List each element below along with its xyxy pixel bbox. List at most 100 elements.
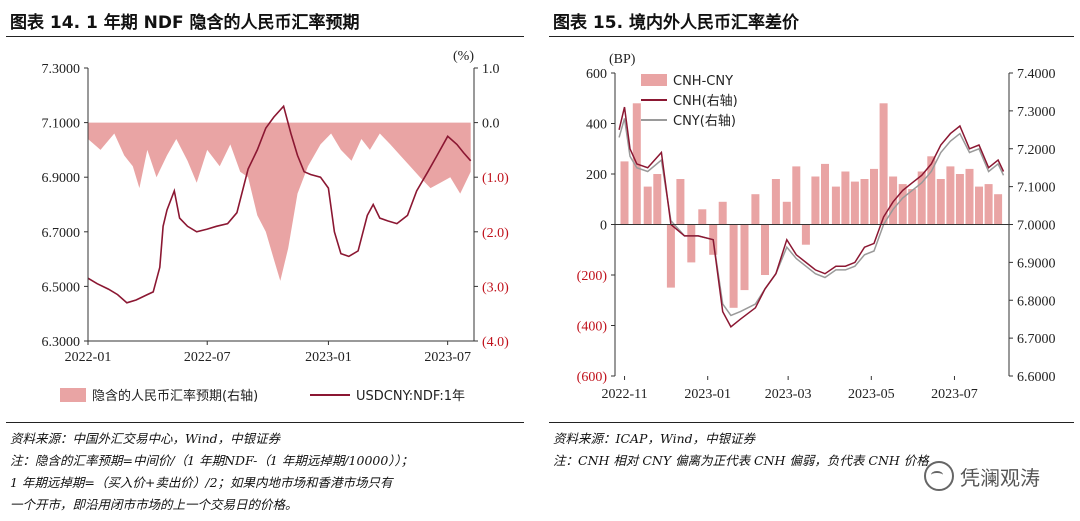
cnh-cny-bar	[994, 194, 1003, 225]
left-note-line-3: 一个开市，即沿用闭市市场的上一个交易日的价格。	[10, 497, 298, 512]
cnh-cny-bar	[927, 156, 936, 225]
cnh-cny-bar	[801, 224, 810, 245]
y-right-tick-label: (4.0)	[482, 335, 509, 350]
legend-swatch-cnh-cny	[641, 74, 667, 86]
y-left-tick-label: (400)	[577, 320, 608, 335]
cnh-line	[618, 106, 1005, 328]
cnh-cny-bar	[620, 161, 629, 225]
right-chart-title: 图表 15. 境内外人民币汇率差价	[553, 13, 799, 33]
y-right-tick-label: 7.3000	[1017, 105, 1056, 120]
legend-swatch-area	[60, 388, 86, 402]
right-axis-unit: (%)	[453, 49, 474, 64]
y-left-tick-label: 400	[586, 118, 607, 133]
cnh-cny-bar	[687, 224, 696, 263]
x-tick-label: 2023-07	[424, 350, 471, 365]
x-tick-label: 2022-11	[601, 387, 647, 402]
cnh-cny-bar	[955, 174, 964, 225]
cnh-cny-bar	[879, 103, 888, 225]
left-note-line-1: 注：隐含的汇率预期=中间价/（1 年期NDF-（1 年期远掉期/10000））；	[10, 453, 414, 468]
y-left-tick-label: 600	[586, 67, 607, 82]
y-left-tick-label: 6.5000	[42, 280, 81, 295]
cnh-cny-bar	[792, 166, 801, 225]
right-chart-panel: 图表 15. 境内外人民币汇率差价 (600) (400) (200) 0 200 400…	[543, 0, 1080, 521]
cnh-cny-bar	[946, 166, 955, 225]
x-tick-label: 2023-07	[931, 387, 978, 402]
cny-line	[618, 118, 1005, 317]
y-left-tick-label: 200	[586, 168, 607, 183]
legend-label-cnh: CNH(右轴)	[673, 94, 738, 109]
cnh-cny-bar	[698, 209, 707, 225]
right-title-rule	[549, 36, 1074, 37]
left-chart-svg: 6.3000 6.5000 6.7000 6.9000 7.1000 7.3000 (4.0…	[42, 49, 510, 404]
left-source-rule	[6, 422, 524, 423]
y-right-tick-label: (3.0)	[482, 280, 509, 295]
y-left-tick-label: 6.9000	[42, 171, 81, 186]
cnh-cny-bar	[908, 189, 917, 225]
y-right-tick-label: (2.0)	[482, 226, 509, 241]
y-left-tick-label: 7.3000	[42, 62, 81, 77]
cnh-cny-bar	[653, 174, 662, 225]
cnh-cny-bar	[718, 201, 727, 225]
cnh-cny-bar	[917, 171, 926, 225]
right-note-text: 注：CNH 相对 CNY 偏离为正代表 CNH 偏弱，负代表 CNH 价格	[553, 453, 929, 468]
cnh-cny-bar	[870, 168, 878, 225]
left-note-line-2: 1 年期远掉期=（买入价+卖出价）/2；如果内地市场和香港市场只有	[10, 475, 393, 490]
left-chart-title: 图表 14. 1 年期 NDF 隐含的人民币汇率预期	[10, 13, 360, 33]
y-left-tick-label: 7.1000	[42, 117, 81, 132]
x-tick-label: 2023-05	[848, 387, 895, 402]
y-right-tick-label: 1.0	[482, 62, 500, 77]
y-right-tick-label: 7.1000	[1017, 181, 1056, 196]
y-right-tick-label: 6.8000	[1017, 294, 1056, 309]
cnh-cny-bar	[676, 179, 685, 225]
watermark-text: 凭澜观涛	[960, 465, 1040, 490]
wechat-logo-icon	[924, 461, 954, 491]
cnh-cny-bar	[821, 163, 829, 225]
y-right-tick-label: 6.9000	[1017, 256, 1056, 271]
cnh-cny-bar	[850, 181, 859, 225]
cnh-cny-bar	[782, 201, 791, 225]
x-tick-label: 2022-01	[65, 350, 112, 365]
cnh-cny-bar	[811, 176, 820, 225]
y-left-tick-label: (200)	[577, 269, 608, 284]
cnh-cny-bar	[975, 186, 983, 225]
x-tick-label: 2022-07	[184, 350, 231, 365]
implied-expectation-area	[88, 122, 471, 281]
cnh-cny-bar	[740, 224, 749, 291]
cnh-cny-bar	[751, 194, 760, 225]
cnh-cny-bar	[643, 186, 652, 225]
y-right-tick-label: 6.7000	[1017, 332, 1056, 347]
cnh-cny-bar	[729, 224, 738, 308]
right-chart-svg: (600) (400) (200) 0 200 400 600 6.6000 6.7000 6.8…	[577, 52, 1056, 402]
y-left-tick-label: 6.7000	[42, 226, 81, 241]
cnh-cny-bar	[771, 179, 780, 225]
y-right-tick-label: 0.0	[482, 117, 500, 132]
cnh-cny-bar	[666, 224, 675, 288]
y-right-tick-label: 6.6000	[1017, 370, 1056, 385]
y-right-tick-label: 7.4000	[1017, 67, 1056, 82]
legend-label-line: USDCNY:NDF:1年	[356, 389, 465, 404]
left-source-text: 资料来源：中国外汇交易中心，Wind，中银证券	[10, 431, 281, 446]
x-tick-label: 2023-01	[684, 387, 731, 402]
y-left-tick-label: (600)	[577, 370, 608, 385]
cnh-cny-bar	[889, 176, 898, 225]
left-axis-unit: (BP)	[609, 52, 636, 67]
cnh-cny-bar	[761, 224, 769, 275]
cnh-cny-bar	[898, 184, 907, 225]
usdcny-ndf-line	[87, 104, 472, 304]
cnh-cny-bar	[965, 168, 974, 225]
legend-label-cnh-cny: CNH-CNY	[673, 74, 733, 89]
cnh-cny-bar	[831, 186, 840, 225]
legend-label-cny: CNY(右轴)	[673, 114, 736, 129]
x-tick-label: 2023-03	[765, 387, 812, 402]
y-right-tick-label: (1.0)	[482, 171, 509, 186]
y-right-tick-label: 7.2000	[1017, 143, 1056, 158]
y-left-tick-label: 0	[600, 219, 607, 234]
right-source-rule	[549, 422, 1074, 423]
cnh-cny-bar	[984, 184, 993, 225]
right-source-text: 资料来源：ICAP，Wind，中银证券	[553, 431, 756, 446]
cnh-cny-bar	[841, 171, 850, 225]
left-title-rule	[6, 36, 524, 37]
legend-label-area: 隐含的人民币汇率预期(右轴)	[92, 388, 258, 404]
watermark: 凭澜观涛	[924, 461, 1040, 491]
left-chart-panel: 图表 14. 1 年期 NDF 隐含的人民币汇率预期 6.3000 6.5000 6…	[0, 0, 530, 521]
